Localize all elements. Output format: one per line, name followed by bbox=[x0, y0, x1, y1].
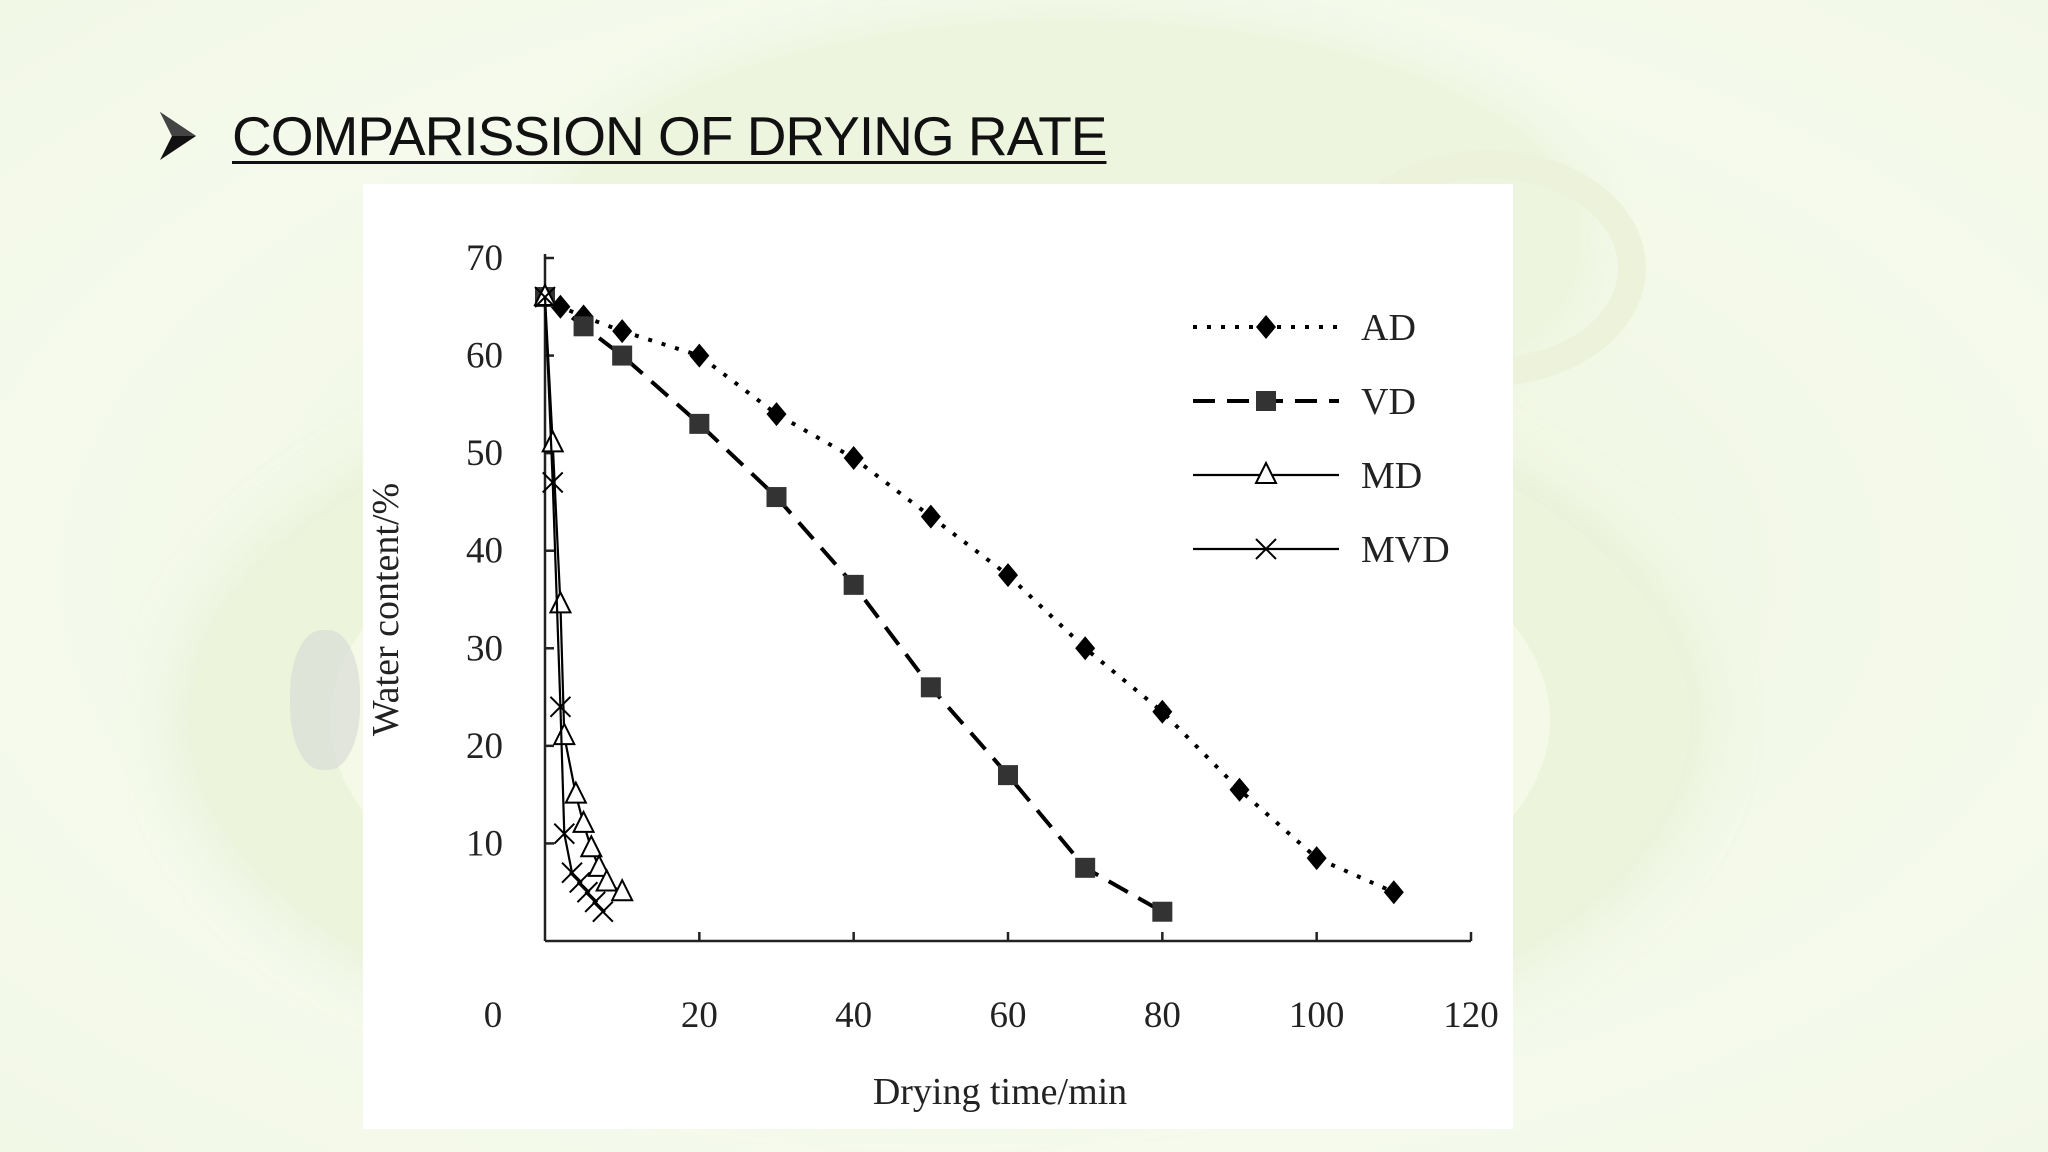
series-ad-point bbox=[1075, 636, 1096, 661]
series-ad-point bbox=[843, 446, 864, 471]
series-md-point bbox=[564, 780, 588, 804]
series-mvd-point bbox=[576, 881, 599, 903]
series-mvd-point bbox=[592, 901, 614, 923]
y-tick-label: 50 bbox=[466, 433, 503, 474]
series-mvd-point bbox=[534, 286, 556, 308]
series-ad-point bbox=[1152, 699, 1173, 724]
series-md-point bbox=[579, 834, 603, 858]
series-vd-point bbox=[573, 316, 594, 337]
legend-ad-label: AD bbox=[1361, 307, 1416, 349]
series-mvd-point bbox=[549, 696, 572, 718]
x-tick-label: 100 bbox=[1289, 995, 1345, 1036]
legend-md-label: MD bbox=[1361, 455, 1422, 497]
series-ad-point bbox=[689, 343, 710, 368]
series-ad-line bbox=[543, 295, 1395, 895]
series-vd-point bbox=[766, 487, 787, 508]
x-tick-label: 120 bbox=[1443, 995, 1499, 1036]
background-tea-leaves bbox=[290, 630, 360, 770]
legend-vd-label: VD bbox=[1361, 381, 1416, 423]
series-mvd-point bbox=[542, 471, 564, 494]
series-md-point bbox=[571, 809, 596, 833]
x-tick-label: 40 bbox=[835, 995, 872, 1036]
series-ad-point bbox=[612, 319, 633, 344]
slide-title: COMPARISSION OF DRYING RATE bbox=[232, 105, 1107, 167]
series-ad-point bbox=[998, 563, 1018, 588]
y-tick-label: 20 bbox=[466, 726, 503, 767]
legend-ad-marker bbox=[1256, 315, 1276, 339]
series-ad-point bbox=[1383, 880, 1404, 905]
y-tick-label: 40 bbox=[466, 531, 503, 572]
x-tick-label: 80 bbox=[1144, 995, 1181, 1036]
series-ad-point bbox=[1229, 777, 1250, 802]
legend-vd-marker bbox=[1256, 391, 1276, 411]
series-vd-point bbox=[920, 677, 941, 698]
series-mvd-point bbox=[561, 861, 583, 884]
series-md-point bbox=[587, 853, 611, 877]
chart-panel: 0 20 40 60 80 100 120 10 20 30 40 50 60 70 Drying time… bbox=[363, 184, 1513, 1129]
y-tick-label: 70 bbox=[466, 238, 503, 279]
series-mvd-point bbox=[569, 871, 591, 894]
slide-title-row: COMPARISSION OF DRYING RATE bbox=[158, 104, 1107, 168]
series-md-point bbox=[548, 590, 573, 614]
series-vd-point bbox=[1075, 857, 1096, 878]
y-axis-title: Water content/% bbox=[365, 483, 407, 736]
legend-mvd-marker bbox=[1255, 538, 1277, 560]
series-ad-point bbox=[920, 504, 941, 529]
series-md-point bbox=[552, 721, 576, 746]
x-tick-label: 60 bbox=[990, 995, 1027, 1036]
series-md-point bbox=[541, 429, 565, 453]
series-ad-point bbox=[1306, 846, 1327, 871]
series-vd-point bbox=[843, 574, 864, 595]
y-tick-label: 30 bbox=[466, 628, 503, 669]
series-vd-line bbox=[543, 295, 1164, 914]
series-ad-point bbox=[766, 402, 787, 427]
legend-md-marker bbox=[1254, 460, 1278, 484]
x-axis-title: Drying time/min bbox=[873, 1071, 1127, 1113]
y-tick-label: 10 bbox=[466, 823, 503, 864]
arrow-bullet-icon bbox=[158, 106, 198, 166]
series-vd-point bbox=[689, 413, 710, 434]
series-mvd-point bbox=[584, 891, 606, 913]
series-md-point bbox=[610, 877, 634, 902]
series-vd-point bbox=[1152, 901, 1173, 922]
series-mvd-point bbox=[553, 822, 575, 845]
legend-mvd-label: MVD bbox=[1361, 529, 1450, 571]
x-tick-label: 0 bbox=[484, 995, 503, 1036]
x-tick-label: 20 bbox=[681, 995, 718, 1036]
series-md-point bbox=[595, 868, 619, 892]
series-vd-point bbox=[612, 345, 633, 366]
series-vd-point bbox=[998, 765, 1018, 786]
drying-rate-chart: 0 20 40 60 80 100 120 10 20 30 40 50 60 70 Drying time… bbox=[365, 238, 1499, 1113]
y-tick-label: 60 bbox=[466, 336, 503, 377]
